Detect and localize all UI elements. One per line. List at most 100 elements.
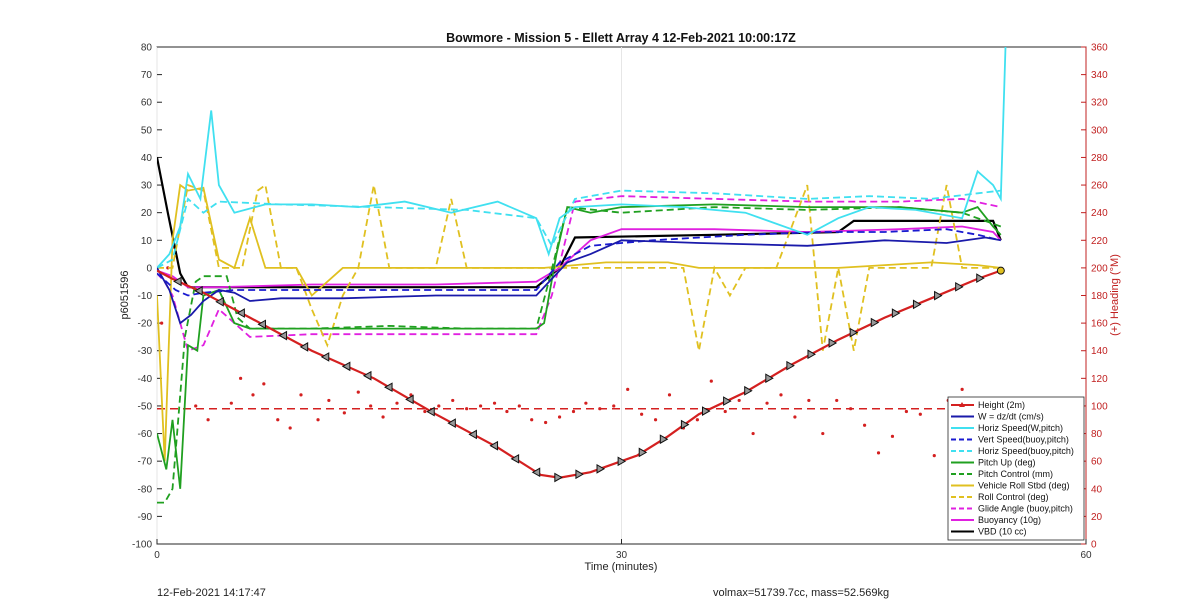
y-tick-label: -80	[138, 484, 153, 495]
heading-dot	[229, 401, 233, 405]
y2-tick-label: 260	[1091, 181, 1108, 192]
heading-dot	[667, 393, 672, 397]
x-axis-label: Time (minutes)	[585, 561, 658, 573]
y2-tick-label: 100	[1091, 401, 1108, 412]
y-axis-right: 3603403203002802602402202001801601401201…	[1081, 43, 1108, 551]
height-marker	[765, 373, 774, 384]
height-marker	[384, 382, 393, 393]
series-line-pitch_up	[157, 203, 1002, 489]
x-tick-label: 0	[154, 550, 160, 561]
height-marker	[976, 273, 985, 284]
y2-tick-label: 220	[1091, 236, 1108, 247]
y-tick-label: -60	[138, 429, 153, 440]
legend-label: Buoyancy (10g)	[978, 515, 1041, 525]
y-tick-label: 10	[141, 236, 153, 247]
height-marker	[786, 360, 795, 371]
y-tick-label: 30	[141, 181, 153, 192]
y-tick-label: 20	[141, 208, 153, 219]
heading-dot	[423, 409, 427, 414]
height-end-marker	[996, 266, 1005, 275]
legend-label: Horiz Speed(W,pitch)	[978, 423, 1063, 433]
y2-tick-label: 300	[1091, 125, 1108, 136]
y-tick-label: -20	[138, 319, 153, 330]
x-tick-label: 60	[1080, 550, 1092, 561]
height-marker	[744, 385, 753, 396]
legend: Height (2m) W = dz/dt (cm/s)Horiz Speed(W…	[947, 396, 1085, 541]
legend-box	[947, 396, 1085, 541]
heading-dot	[779, 393, 783, 397]
y2-tick-label: 200	[1091, 263, 1108, 274]
series-clip	[157, 47, 1007, 504]
height-marker	[912, 299, 922, 310]
y-axis-left: 80 70 60 50 40 30 20 10 0 -10 -20 -30 -40 -50 -60 -70 -8…	[132, 43, 162, 551]
height-marker	[638, 447, 648, 458]
height-marker	[575, 469, 584, 480]
height-marker	[891, 308, 901, 319]
height-marker	[701, 406, 711, 416]
series-line-pitch_ctrl	[157, 206, 1002, 504]
heading-dot	[465, 407, 469, 411]
height-marker	[828, 338, 838, 348]
heading-dot	[918, 412, 922, 416]
footer-timestamp: 12-Feb-2021 14:17:47	[157, 587, 266, 599]
heading-dot	[369, 404, 373, 408]
y-tick-label: -90	[138, 512, 153, 523]
heading-dot	[160, 321, 164, 325]
height-marker	[489, 440, 499, 451]
height-marker	[236, 308, 245, 318]
heading-dot	[849, 407, 853, 411]
y2-tick-label: 280	[1091, 153, 1108, 164]
heading-dot	[342, 411, 346, 415]
legend-label: Pitch Control (mm)	[978, 469, 1053, 479]
heading-dot	[793, 415, 797, 419]
heading-dot	[479, 404, 483, 408]
y2-tick-label: 140	[1091, 346, 1108, 357]
heading-dot	[262, 382, 266, 386]
y-tick-label: -100	[132, 540, 152, 551]
y2-tick-label: 80	[1091, 429, 1103, 440]
heading-dot	[299, 393, 303, 397]
series-line-glide	[157, 195, 1001, 352]
legend-label: Pitch Up (deg)	[978, 458, 1036, 468]
heading-dot	[437, 404, 441, 408]
x-tick-label: 30	[616, 550, 628, 561]
height-marker	[510, 453, 520, 464]
legend-label: VBD (10 cc)	[978, 527, 1027, 537]
heading-dot	[695, 418, 699, 422]
heading-dot	[904, 409, 908, 414]
series-line-vbd	[157, 157, 1002, 289]
heading-dot	[288, 426, 292, 430]
y-tick-label: -40	[138, 374, 153, 385]
heading-dot	[194, 404, 198, 408]
chart-title: Bowmore - Mission 5 - Ellett Array 4 12-…	[446, 31, 796, 45]
heading-dot	[640, 412, 644, 416]
height-marker	[215, 296, 224, 307]
height-marker	[405, 394, 414, 405]
height-marker	[870, 317, 880, 328]
heading-dot	[327, 398, 331, 403]
height-marker	[194, 285, 203, 296]
heading-dot	[517, 404, 521, 408]
height-marker	[596, 463, 606, 474]
y-tick-label: -50	[138, 401, 153, 412]
height-marker	[173, 276, 182, 287]
series-line-height	[157, 269, 1002, 479]
y2-tick-label: 360	[1091, 43, 1108, 54]
heading-dot	[530, 418, 534, 422]
y2-tick-label: 40	[1091, 484, 1103, 495]
y-tick-label: 0	[146, 263, 152, 274]
heading-dot	[612, 404, 616, 408]
heading-dot	[723, 409, 727, 414]
y-tick-label: 70	[141, 70, 153, 81]
height-marker	[447, 418, 456, 428]
heading-dot	[737, 398, 741, 403]
heading-dot	[862, 423, 867, 427]
heading-dot	[505, 409, 509, 414]
y-tick-label: 50	[141, 125, 153, 136]
heading-dot	[492, 401, 497, 405]
height-marker	[723, 396, 732, 406]
heading-dot	[765, 401, 769, 405]
y-tick-label: 60	[141, 98, 153, 109]
height-marker	[807, 349, 816, 360]
height-marker	[426, 406, 435, 417]
